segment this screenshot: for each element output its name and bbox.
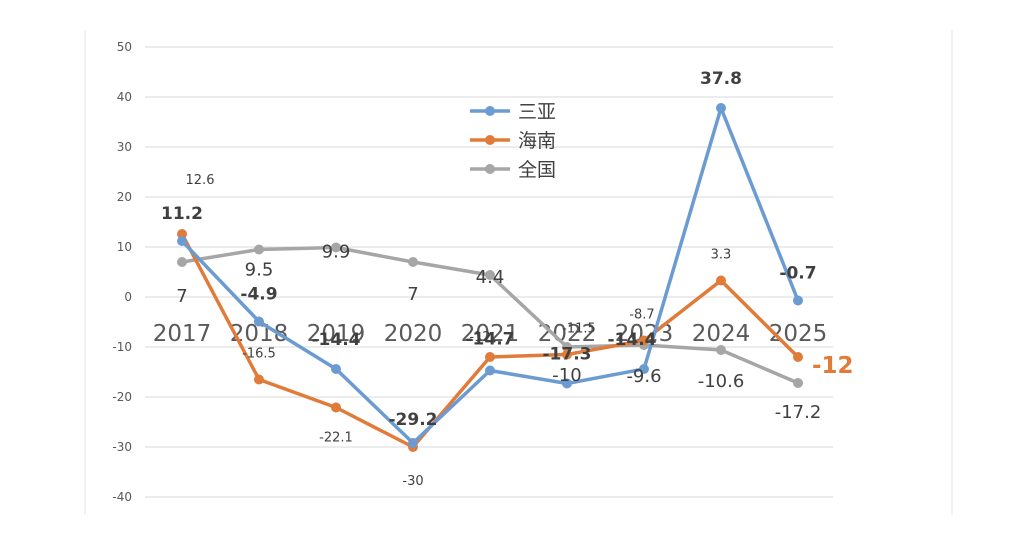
y-tick-label: -20 bbox=[112, 390, 132, 404]
data-point bbox=[408, 257, 418, 267]
x-category-label: 2017 bbox=[153, 321, 212, 347]
data-label: 4.4 bbox=[476, 267, 505, 288]
data-point bbox=[793, 352, 803, 362]
data-point bbox=[485, 352, 495, 362]
data-label: 37.8 bbox=[700, 69, 742, 89]
data-point bbox=[716, 275, 726, 286]
data-label: 11.2 bbox=[161, 204, 203, 224]
x-category-label: 2021 bbox=[461, 321, 520, 347]
data-point bbox=[331, 402, 341, 413]
data-label: 9.5 bbox=[245, 260, 274, 281]
data-point bbox=[716, 103, 726, 113]
data-point bbox=[562, 349, 572, 360]
data-label: -9.6 bbox=[626, 366, 661, 387]
y-axis-tick-labels: 50 40 30 20 10 0 -10 -20 -30 -40 bbox=[112, 40, 132, 504]
data-point bbox=[639, 364, 649, 374]
data-point bbox=[254, 316, 264, 327]
data-point bbox=[793, 295, 803, 306]
data-label: 7 bbox=[176, 286, 187, 307]
x-category-label: 2024 bbox=[692, 321, 751, 347]
data-label: -17.2 bbox=[775, 402, 822, 423]
data-label: -12 bbox=[812, 353, 854, 379]
data-label: -17.3 bbox=[543, 345, 592, 365]
legend-label: 海南 bbox=[518, 130, 556, 152]
data-point bbox=[716, 345, 726, 355]
legend-label: 三亚 bbox=[518, 101, 556, 123]
data-point bbox=[331, 242, 341, 253]
x-category-label: 2025 bbox=[769, 321, 828, 347]
y-tick-label: 30 bbox=[117, 140, 132, 154]
data-point bbox=[485, 270, 495, 280]
data-label: -14.4 bbox=[608, 330, 657, 350]
data-label: -16.5 bbox=[242, 347, 276, 362]
legend-swatch-marker bbox=[485, 135, 495, 145]
y-tick-label: -30 bbox=[112, 440, 132, 454]
x-category-label: 2020 bbox=[384, 321, 443, 347]
y-tick-label: 20 bbox=[117, 190, 132, 204]
data-point bbox=[331, 364, 341, 374]
data-label: -0.7 bbox=[779, 264, 816, 284]
data-label: -10.6 bbox=[698, 371, 745, 392]
data-label: -4.9 bbox=[240, 285, 277, 305]
y-tick-label: 10 bbox=[117, 240, 132, 254]
y-tick-label: 0 bbox=[124, 290, 132, 304]
data-label: -22.1 bbox=[319, 431, 353, 446]
data-point bbox=[639, 335, 649, 346]
data-point bbox=[177, 229, 187, 239]
y-tick-label: 50 bbox=[117, 40, 132, 54]
data-point bbox=[177, 236, 187, 246]
data-point bbox=[254, 244, 264, 255]
data-label: -8.7 bbox=[629, 308, 654, 323]
y-tick-label: -40 bbox=[112, 490, 132, 504]
legend-swatch-marker bbox=[485, 164, 495, 174]
data-label: -14.7 bbox=[466, 330, 515, 350]
data-point bbox=[177, 257, 187, 267]
data-label: 7 bbox=[407, 284, 418, 305]
data-label: -30 bbox=[402, 474, 423, 489]
data-label: -12 bbox=[469, 330, 490, 345]
data-point bbox=[254, 374, 264, 385]
data-labels: 11.2 -4.9 -14.4 -29.2 -14.7 -17.3 -14.4 37.8 -0.… bbox=[161, 69, 854, 489]
y-tick-label: 40 bbox=[117, 90, 132, 104]
x-category-label: 2019 bbox=[307, 321, 366, 347]
data-label: -29.2 bbox=[389, 410, 438, 430]
legend-swatch-marker bbox=[485, 106, 495, 116]
data-point bbox=[562, 378, 572, 389]
data-label: -11.5 bbox=[562, 322, 596, 337]
data-point bbox=[408, 438, 418, 448]
data-label: -14.4 bbox=[312, 330, 361, 350]
data-label: 3.3 bbox=[711, 248, 732, 263]
data-label: -10 bbox=[552, 365, 581, 386]
data-label: 9.9 bbox=[322, 242, 351, 263]
y-tick-label: -10 bbox=[112, 340, 132, 354]
data-point bbox=[793, 378, 803, 388]
legend-label: 全国 bbox=[518, 159, 556, 181]
data-point bbox=[562, 342, 572, 352]
series-points bbox=[177, 103, 803, 452]
data-point bbox=[485, 365, 495, 376]
data-label: 12.6 bbox=[186, 173, 215, 188]
